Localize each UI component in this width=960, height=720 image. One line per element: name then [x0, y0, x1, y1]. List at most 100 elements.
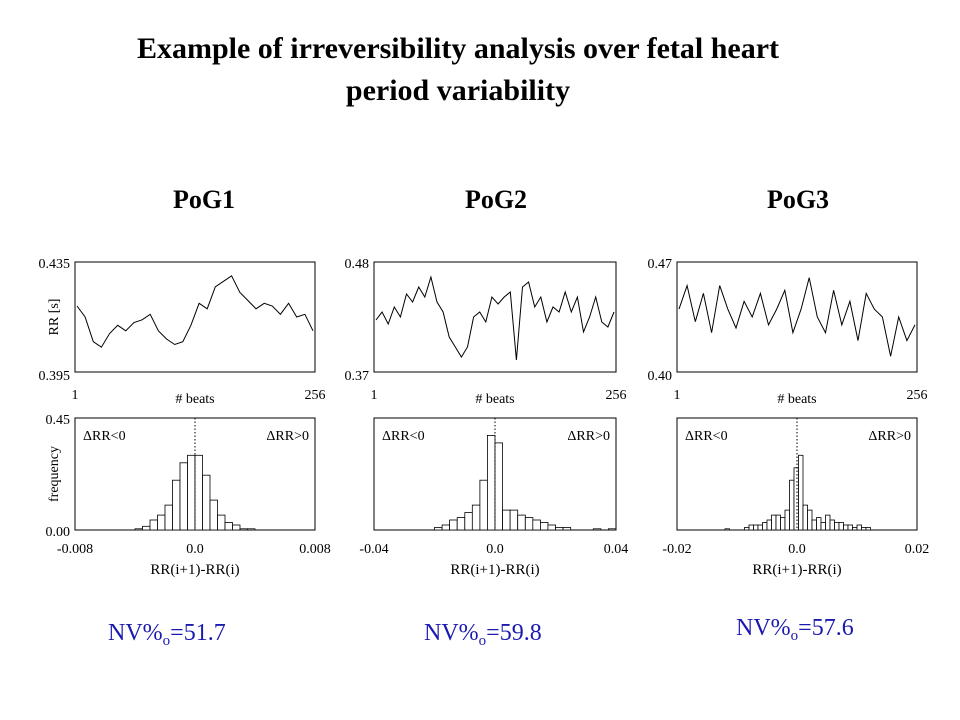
histogram-bar: [838, 522, 844, 531]
y-tick-label: 0.47: [648, 257, 673, 272]
histogram-bar: [784, 509, 790, 531]
histogram-bar: [811, 519, 817, 531]
nv-value-pog1: NV%o=51.7: [108, 620, 226, 649]
histogram-bar: [517, 514, 526, 531]
histogram-bar: [224, 522, 233, 531]
histogram-bar: [494, 442, 503, 531]
line-plot-frame: [373, 261, 617, 373]
y-tick-label: 0.45: [46, 413, 71, 428]
histogram-bar: [164, 504, 173, 531]
histogram-bar: [865, 527, 871, 531]
histogram-bar: [157, 514, 166, 531]
histogram-bar: [134, 528, 143, 531]
histogram-bar: [502, 509, 511, 531]
rr-series-line: [678, 277, 916, 357]
y-axis-label: RR [s]: [47, 299, 62, 336]
histogram-bar: [744, 527, 750, 531]
histogram-bar: [449, 519, 458, 531]
page-title: Example of irreversibility analysis over…: [0, 28, 916, 112]
panel-title-pog2: PoG2: [464, 185, 528, 214]
histogram-bar: [524, 517, 534, 531]
delta-positive-label: ΔRR>0: [567, 429, 610, 444]
histogram-bar: [861, 527, 867, 531]
nv-value-pog3: NV%o=57.6: [736, 615, 854, 644]
y-tick-label: 0.40: [648, 369, 673, 384]
histogram-bar: [247, 528, 256, 531]
histogram-bar: [194, 454, 203, 531]
histogram-bar: [775, 514, 781, 531]
histogram-bar: [464, 512, 473, 531]
histogram-bar: [179, 462, 188, 531]
y-tick-label: 0.395: [39, 369, 71, 384]
histogram-bar: [807, 509, 813, 531]
x-tick-label: 0.0: [486, 542, 504, 557]
rr-series-line: [76, 275, 314, 348]
histogram-bar: [232, 524, 241, 531]
histogram-bar: [441, 524, 451, 531]
histogram-bar: [798, 454, 804, 531]
histogram-bar: [592, 528, 602, 531]
histogram-bar: [762, 522, 768, 531]
y-tick-label: 0.37: [345, 369, 370, 384]
histogram-bar: [724, 528, 730, 531]
x-axis-label: # beats: [777, 392, 816, 407]
histogram-bar: [852, 527, 858, 531]
histogram-bar: [217, 514, 226, 531]
x-tick-label: 1: [72, 388, 79, 403]
histogram-bar: [834, 522, 840, 531]
x-tick-label: -0.02: [662, 542, 691, 557]
x-tick-label: 0.04: [604, 542, 629, 557]
delta-negative-label: ΔRR<0: [83, 429, 126, 444]
x-tick-label: 0.02: [905, 542, 930, 557]
delta-positive-label: ΔRR>0: [868, 429, 911, 444]
histogram-bar: [434, 527, 443, 531]
x-axis-label: # beats: [175, 392, 214, 407]
x-axis-label: RR(i+1)-RR(i): [150, 562, 239, 578]
histogram-bar: [856, 524, 862, 531]
x-tick-label: 256: [606, 388, 627, 403]
histogram-bar: [829, 519, 835, 531]
histogram-bar: [547, 524, 556, 531]
x-axis-label: # beats: [475, 392, 514, 407]
panel-title-pog3: PoG3: [766, 185, 830, 214]
histogram-bar: [187, 454, 196, 531]
histogram-bar: [771, 514, 777, 531]
histogram-bar: [456, 517, 466, 531]
x-tick-label: 0.0: [186, 542, 204, 557]
x-tick-label: 0.008: [299, 542, 331, 557]
histogram-bar: [555, 527, 564, 531]
x-tick-label: 256: [907, 388, 928, 403]
histogram-bar: [780, 517, 786, 531]
histogram-bar: [562, 527, 572, 531]
histogram-bar: [172, 479, 181, 531]
histogram-bar: [793, 467, 799, 531]
y-axis-label: frequency: [47, 446, 62, 502]
histogram-bar: [209, 499, 218, 531]
rr-series-line: [375, 275, 615, 361]
histogram-bar: [748, 524, 754, 531]
panel-title-pog1: PoG1: [172, 185, 236, 214]
histogram-bar: [825, 514, 831, 531]
y-tick-label: 0.435: [39, 257, 71, 272]
histogram-bar: [847, 524, 853, 531]
line-plot-frame: [74, 261, 316, 373]
x-axis-label: RR(i+1)-RR(i): [752, 562, 841, 578]
x-tick-label: -0.008: [57, 542, 93, 557]
title-line-1: Example of irreversibility analysis over…: [136, 32, 780, 65]
delta-negative-label: ΔRR<0: [685, 429, 728, 444]
histogram-bar: [471, 504, 481, 531]
histogram-bar: [816, 517, 822, 531]
delta-negative-label: ΔRR<0: [382, 429, 425, 444]
histogram-bar: [142, 525, 151, 531]
x-tick-label: 1: [371, 388, 378, 403]
title-line-2: period variability: [345, 74, 571, 107]
histogram-bar: [540, 522, 549, 531]
histogram-bar: [789, 479, 795, 531]
line-plot-frame: [676, 261, 918, 373]
histogram-bar: [509, 509, 519, 531]
histogram-bar: [802, 504, 808, 531]
x-tick-label: 256: [305, 388, 326, 403]
x-tick-label: 0.0: [788, 542, 806, 557]
y-tick-label: 0.48: [345, 257, 370, 272]
